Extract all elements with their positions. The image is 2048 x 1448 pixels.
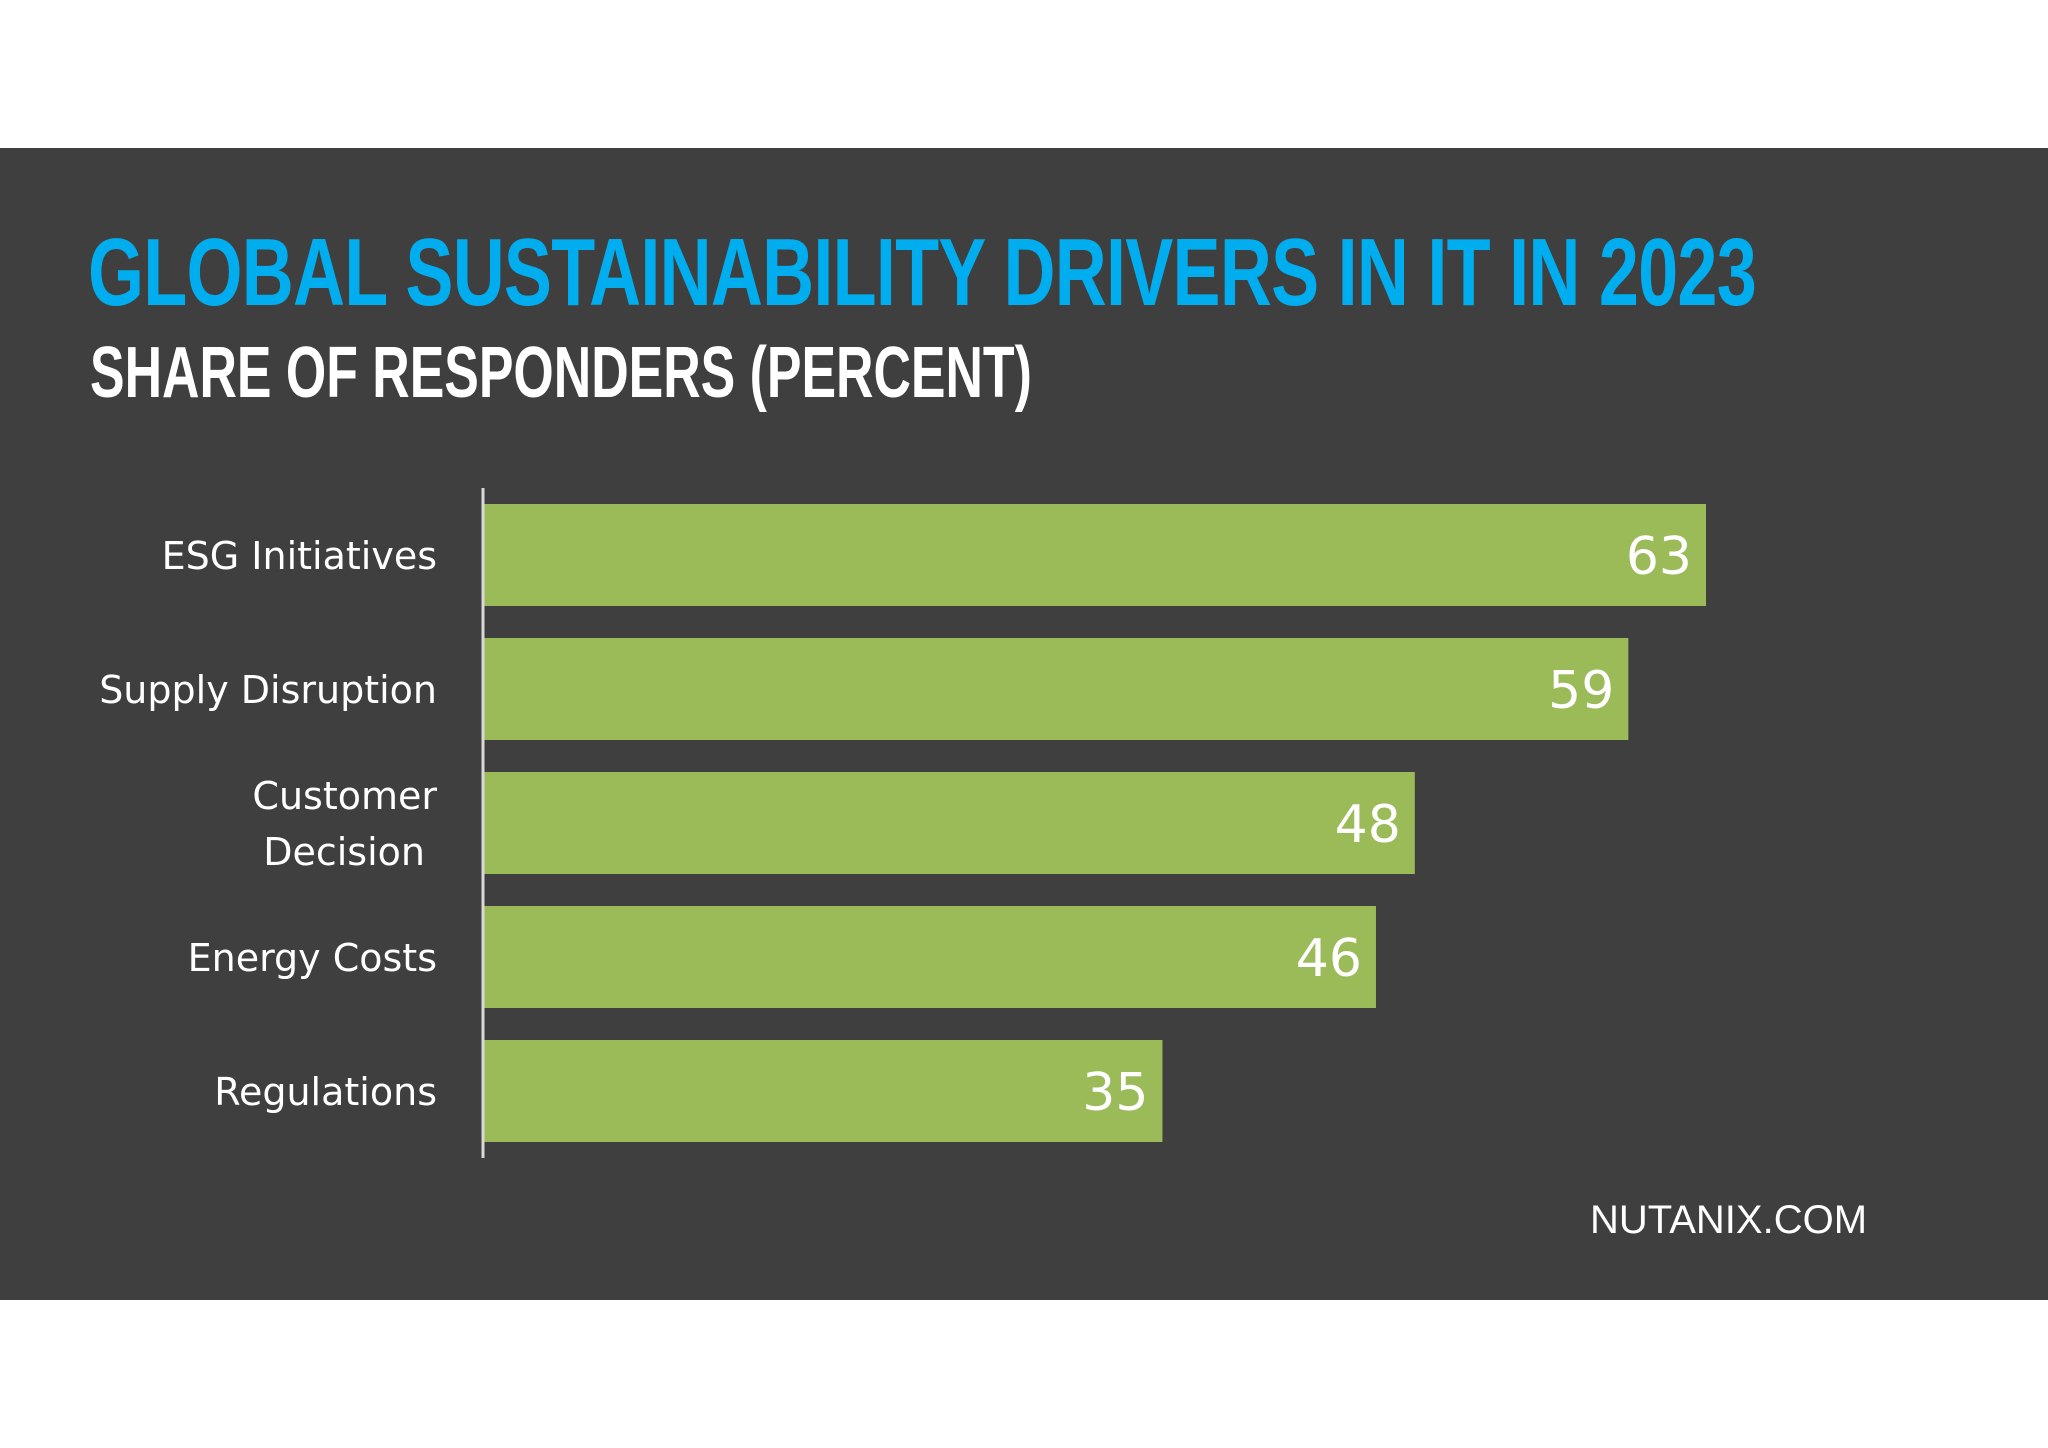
category-label: Regulations [214, 1070, 437, 1114]
bar [483, 772, 1415, 874]
data-label: 46 [1296, 929, 1362, 989]
data-label: 59 [1548, 661, 1614, 721]
category-label: ESG Initiatives [162, 534, 437, 578]
data-label: 35 [1082, 1063, 1148, 1123]
chart-panel: GLOBAL SUSTAINABILITY DRIVERS IN IT IN 2… [0, 148, 2048, 1300]
bar [483, 638, 1629, 740]
data-label: 48 [1335, 795, 1401, 855]
bar [483, 504, 1706, 606]
source-label: NUTANIX.COM [1590, 1198, 1868, 1242]
bar [483, 906, 1376, 1008]
data-label: 63 [1626, 527, 1692, 587]
category-label: Supply Disruption [99, 668, 437, 712]
category-label: Energy Costs [188, 936, 437, 980]
bar [483, 1040, 1163, 1142]
category-label: Decision [263, 830, 425, 874]
category-label: Customer [252, 774, 437, 818]
bar-chart: 63 ESG Initiatives 59 Supply Disruption 48 Cu… [99, 488, 1706, 1158]
chart-subtitle: SHARE OF RESPONDERS (PERCENT) [90, 333, 1032, 413]
chart-title: GLOBAL SUSTAINABILITY DRIVERS IN IT IN 2… [88, 219, 1757, 326]
